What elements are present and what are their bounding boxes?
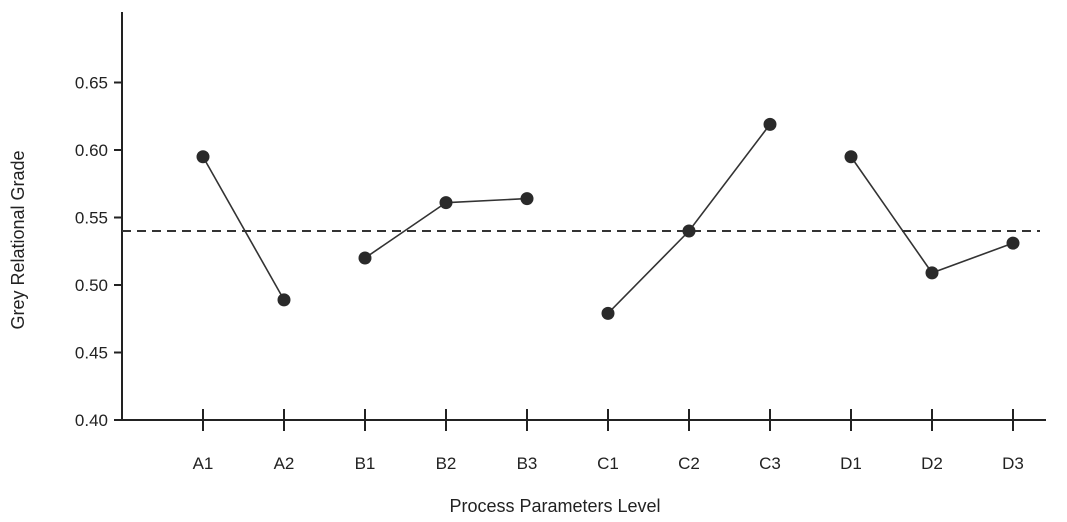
data-point-a1 — [196, 150, 210, 164]
x-tick-label: D1 — [840, 454, 862, 473]
x-tick-label: A1 — [193, 454, 214, 473]
series-line-d — [850, 156, 1014, 274]
x-tick-label: C1 — [597, 454, 619, 473]
x-tick-label: D3 — [1002, 454, 1024, 473]
series-line-c — [607, 123, 771, 314]
y-tick-label: 0.60 — [75, 141, 108, 160]
x-tick-label: B1 — [355, 454, 376, 473]
x-tick-label: C2 — [678, 454, 700, 473]
x-tick-label: C3 — [759, 454, 781, 473]
x-tick-label: B3 — [517, 454, 538, 473]
y-tick-label: 0.45 — [75, 344, 108, 363]
data-point-b3 — [520, 192, 534, 206]
data-point-b1 — [358, 251, 372, 265]
data-point-d1 — [844, 150, 858, 164]
data-point-c3 — [763, 117, 777, 131]
series-line-a — [202, 156, 285, 301]
data-point-c1 — [601, 306, 615, 320]
y-axis-title: Grey Relational Grade — [8, 150, 28, 329]
data-point-d3 — [1006, 236, 1020, 250]
x-axis-title: Process Parameters Level — [449, 496, 660, 516]
y-tick-label: 0.55 — [75, 209, 108, 228]
y-tick-label: 0.65 — [75, 74, 108, 93]
data-point-d2 — [925, 266, 939, 280]
data-point-c2 — [682, 224, 696, 238]
axes: 0.40 0.45 0.50 0.55 0.60 0.65 A1 A2 B1 B2 B3 C1 C2 C3… — [75, 12, 1046, 473]
y-tick-label: 0.50 — [75, 276, 108, 295]
x-tick-label: D2 — [921, 454, 943, 473]
data-point-b2 — [439, 196, 453, 210]
y-tick-label: 0.40 — [75, 411, 108, 430]
x-tick-label: B2 — [436, 454, 457, 473]
data-point-a2 — [277, 293, 291, 307]
x-tick-label: A2 — [274, 454, 295, 473]
series-group — [196, 117, 1020, 320]
